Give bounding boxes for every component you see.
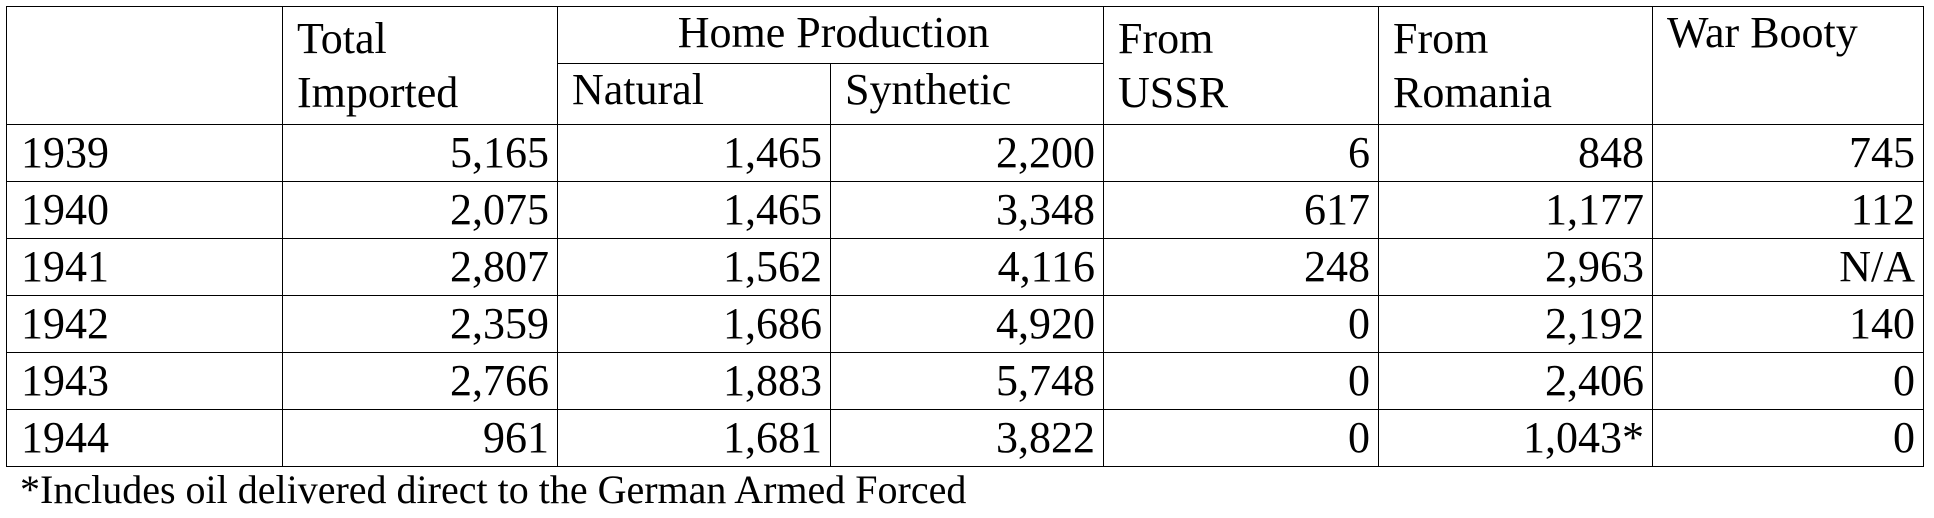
header-from-ussr-line2: USSR	[1118, 68, 1229, 117]
table-row: 1944 961 1,681 3,822 0 1,043* 0	[6, 409, 1925, 467]
cell-from-ussr: 248	[1103, 238, 1380, 296]
cell-total-imported: 5,165	[282, 124, 558, 182]
cell-total-imported: 2,766	[282, 352, 558, 410]
header-from-ussr: From USSR	[1103, 6, 1380, 125]
cell-war-booty: 140	[1652, 295, 1925, 353]
cell-from-ussr: 0	[1103, 352, 1380, 410]
oil-supply-table: Total Imported Home Production From USSR…	[6, 6, 1925, 467]
cell-natural: 1,562	[557, 238, 831, 296]
cell-from-ussr: 617	[1103, 181, 1380, 239]
cell-year: 1942	[6, 295, 283, 353]
cell-war-booty: 0	[1652, 352, 1925, 410]
header-row-top: Total Imported Home Production From USSR…	[6, 6, 1925, 125]
cell-from-ussr: 0	[1103, 295, 1380, 353]
cell-year: 1940	[6, 181, 283, 239]
cell-synthetic: 3,822	[829, 409, 1105, 467]
cell-from-romania: 1,043*	[1378, 409, 1654, 467]
header-total-imported: Total Imported	[282, 6, 558, 125]
cell-from-romania: 2,963	[1378, 238, 1654, 296]
header-row-sub: Natural Synthetic	[7, 63, 1924, 125]
table-row: 1941 2,807 1,562 4,116 248 2,963 N/A	[6, 238, 1925, 296]
cell-from-ussr: 6	[1103, 124, 1380, 182]
header-from-romania-line2: Romania	[1393, 68, 1552, 117]
header-war-booty: War Booty	[1652, 6, 1925, 125]
table-row: 1942 2,359 1,686 4,920 0 2,192 140	[6, 295, 1925, 353]
header-from-romania: From Romania	[1378, 6, 1654, 125]
cell-synthetic: 4,116	[829, 238, 1105, 296]
cell-synthetic: 2,200	[829, 124, 1105, 182]
cell-synthetic: 5,748	[829, 352, 1105, 410]
cell-war-booty: N/A	[1652, 238, 1925, 296]
header-total-imported-line1: Total	[297, 14, 387, 63]
header-natural: Natural	[557, 63, 831, 125]
cell-synthetic: 4,920	[829, 295, 1105, 353]
cell-year: 1944	[6, 409, 283, 467]
cell-from-ussr: 0	[1103, 409, 1380, 467]
header-home-production: Home Production	[556, 6, 1105, 64]
cell-from-romania: 2,192	[1378, 295, 1654, 353]
cell-total-imported: 961	[282, 409, 558, 467]
cell-natural: 1,686	[557, 295, 831, 353]
header-from-romania-line1: From	[1393, 14, 1489, 63]
header-year	[6, 6, 283, 125]
table-row: 1939 5,165 1,465 2,200 6 848 745	[6, 124, 1925, 182]
header-total-imported-line2: Imported	[297, 68, 459, 117]
cell-natural: 1,883	[557, 352, 831, 410]
cell-from-romania: 2,406	[1378, 352, 1654, 410]
table-footnote: *Includes oil delivered direct to the Ge…	[20, 467, 967, 512]
cell-natural: 1,681	[557, 409, 831, 467]
cell-natural: 1,465	[557, 181, 831, 239]
cell-from-romania: 1,177	[1378, 181, 1654, 239]
cell-war-booty: 112	[1652, 181, 1925, 239]
cell-total-imported: 2,359	[282, 295, 558, 353]
cell-war-booty: 0	[1652, 409, 1925, 467]
cell-total-imported: 2,807	[282, 238, 558, 296]
cell-synthetic: 3,348	[829, 181, 1105, 239]
cell-year: 1939	[6, 124, 283, 182]
cell-from-romania: 848	[1378, 124, 1654, 182]
cell-war-booty: 745	[1652, 124, 1925, 182]
cell-total-imported: 2,075	[282, 181, 558, 239]
cell-natural: 1,465	[557, 124, 831, 182]
table-row: 1940 2,075 1,465 3,348 617 1,177 112	[6, 181, 1925, 239]
header-from-ussr-line1: From	[1118, 14, 1214, 63]
cell-year: 1941	[6, 238, 283, 296]
header-synthetic: Synthetic	[829, 63, 1105, 125]
table-row: 1943 2,766 1,883 5,748 0 2,406 0	[6, 352, 1925, 410]
cell-year: 1943	[6, 352, 283, 410]
